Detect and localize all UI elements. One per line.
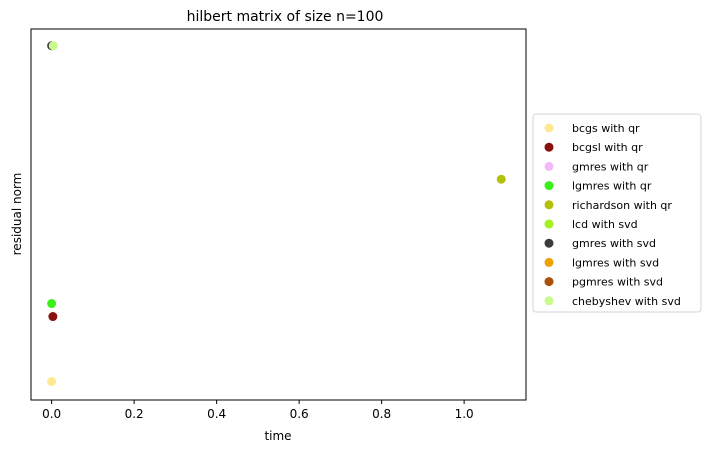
x-tick-label: 1.0 — [455, 407, 474, 421]
y-axis-label: residual norm — [10, 173, 24, 256]
legend-marker — [544, 238, 554, 248]
legend-label: lgmres with svd — [572, 256, 659, 269]
legend-marker — [544, 181, 554, 191]
legend-label: pgmres with svd — [572, 276, 663, 289]
legend-label: richardson with qr — [572, 199, 672, 212]
x-axis-label: time — [264, 429, 291, 443]
legend-marker — [544, 142, 554, 152]
legend-marker — [544, 277, 554, 287]
legend-box — [532, 113, 702, 313]
legend-marker — [544, 296, 554, 306]
legend-label: bcgsl with qr — [572, 141, 643, 154]
legend-marker — [544, 200, 554, 210]
plot-area — [30, 28, 527, 401]
x-tick-label: 0.6 — [290, 407, 309, 421]
legend-label: lgmres with qr — [572, 180, 652, 193]
legend-label: chebyshev with svd — [572, 295, 681, 308]
legend: bcgs with qr bcgsl with qr gmres with qr lg… — [532, 113, 702, 313]
legend-label: gmres with qr — [572, 160, 649, 173]
data-point — [48, 312, 58, 322]
x-tick-label: 0.4 — [207, 407, 226, 421]
legend-label: lcd with svd — [572, 218, 638, 231]
x-tick-label: 0.0 — [42, 407, 61, 421]
legend-marker — [544, 161, 554, 171]
x-axis-ticks: 0.0 0.2 0.4 0.6 0.8 1.0 — [42, 400, 474, 421]
chart-title: hilbert matrix of size n=100 — [187, 9, 384, 25]
data-point — [48, 41, 58, 51]
legend-marker — [544, 123, 554, 133]
data-point — [496, 174, 506, 184]
legend-marker — [544, 219, 554, 229]
data-point — [47, 376, 57, 386]
data-point — [47, 299, 57, 309]
x-tick-label: 0.2 — [125, 407, 144, 421]
legend-marker — [544, 257, 554, 267]
legend-label: gmres with svd — [572, 237, 656, 250]
legend-label: bcgs with qr — [572, 122, 640, 135]
data-points — [47, 41, 506, 386]
x-tick-label: 0.8 — [372, 407, 391, 421]
